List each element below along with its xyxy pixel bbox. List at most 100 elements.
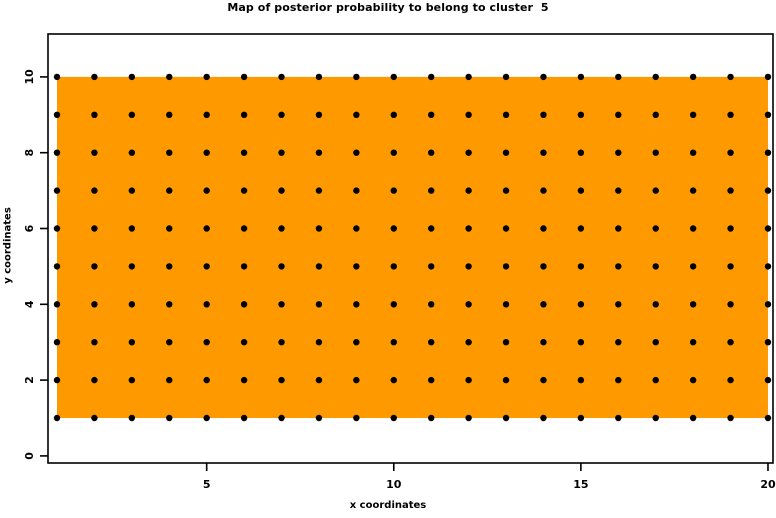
grid-point [53,149,61,156]
grid-point [166,149,173,156]
grid-point [240,414,248,422]
grid-point [727,376,734,384]
grid-point [53,187,61,194]
grid-point [652,414,659,422]
grid-point [577,73,585,81]
grid-point [540,263,547,270]
grid-point [727,111,734,119]
y-axis-tick-label: 2 [23,376,36,384]
grid-point [428,376,435,384]
y-axis-tick-label: 6 [23,224,36,232]
grid-point [615,339,622,346]
grid-point [465,263,472,270]
grid-point [727,149,734,156]
grid-point [428,225,435,232]
grid-point [390,339,397,346]
grid-point [764,187,772,194]
grid-point [390,301,397,308]
grid-point [615,263,622,270]
x-axis-tick-label: 10 [386,478,402,491]
grid-point [240,187,248,194]
grid-point [353,225,360,232]
grid-point [540,301,547,308]
grid-point [128,187,136,194]
grid-point [240,225,248,232]
grid-point [53,414,61,422]
grid-point [652,225,659,232]
axis-tick-label-layer: 5 10 15 20 0 2 4 6 8 10 [23,69,776,491]
grid-point [278,73,285,81]
grid-point [240,376,248,384]
grid-point [166,414,173,422]
grid-point [353,111,360,119]
grid-point [278,376,285,384]
grid-point [53,111,61,119]
grid-point [577,263,585,270]
grid-point [128,414,136,422]
y-axis-tick-label: 4 [23,300,36,308]
grid-point [315,73,323,81]
plot-box-frame [47,33,774,464]
grid-point [428,414,435,422]
grid-point [53,301,61,308]
grid-point [91,376,98,384]
grid-point [615,225,622,232]
grid-point [428,111,435,119]
grid-point [128,225,136,232]
grid-point [502,149,510,156]
grid-point [727,225,734,232]
grid-point-layer [53,73,772,422]
grid-point [502,225,510,232]
grid-point [203,149,210,156]
grid-point [353,263,360,270]
x-axis-tick-label: 15 [573,478,588,491]
grid-point [727,414,734,422]
grid-point [353,149,360,156]
grid-point [502,111,510,119]
grid-point [727,187,734,194]
grid-point [465,376,472,384]
grid-point [315,149,323,156]
grid-point [615,149,622,156]
grid-point [652,149,659,156]
grid-point [166,225,173,232]
grid-point [652,187,659,194]
grid-point [502,187,510,194]
grid-point [689,339,697,346]
grid-point [689,187,697,194]
grid-point [128,111,136,119]
grid-point [278,149,285,156]
grid-point [577,111,585,119]
grid-point [465,339,472,346]
grid-point [166,187,173,194]
grid-point [540,111,547,119]
grid-point [689,301,697,308]
grid-point [315,187,323,194]
grid-point [689,263,697,270]
grid-point [615,301,622,308]
grid-point [502,339,510,346]
grid-point [315,225,323,232]
grid-point [278,414,285,422]
grid-point [390,111,397,119]
grid-point [652,339,659,346]
grid-point [353,187,360,194]
grid-point [689,376,697,384]
grid-point [240,339,248,346]
grid-point [91,263,98,270]
grid-point [203,111,210,119]
grid-point [91,149,98,156]
grid-point [390,187,397,194]
grid-point [465,149,472,156]
grid-point [91,111,98,119]
grid-point [166,376,173,384]
grid-point [465,414,472,422]
grid-point [502,263,510,270]
grid-point [315,263,323,270]
grid-point [166,301,173,308]
grid-point [652,73,659,81]
axis-tick-layer [40,76,769,471]
grid-point [353,301,360,308]
grid-point [128,376,136,384]
grid-point [465,225,472,232]
